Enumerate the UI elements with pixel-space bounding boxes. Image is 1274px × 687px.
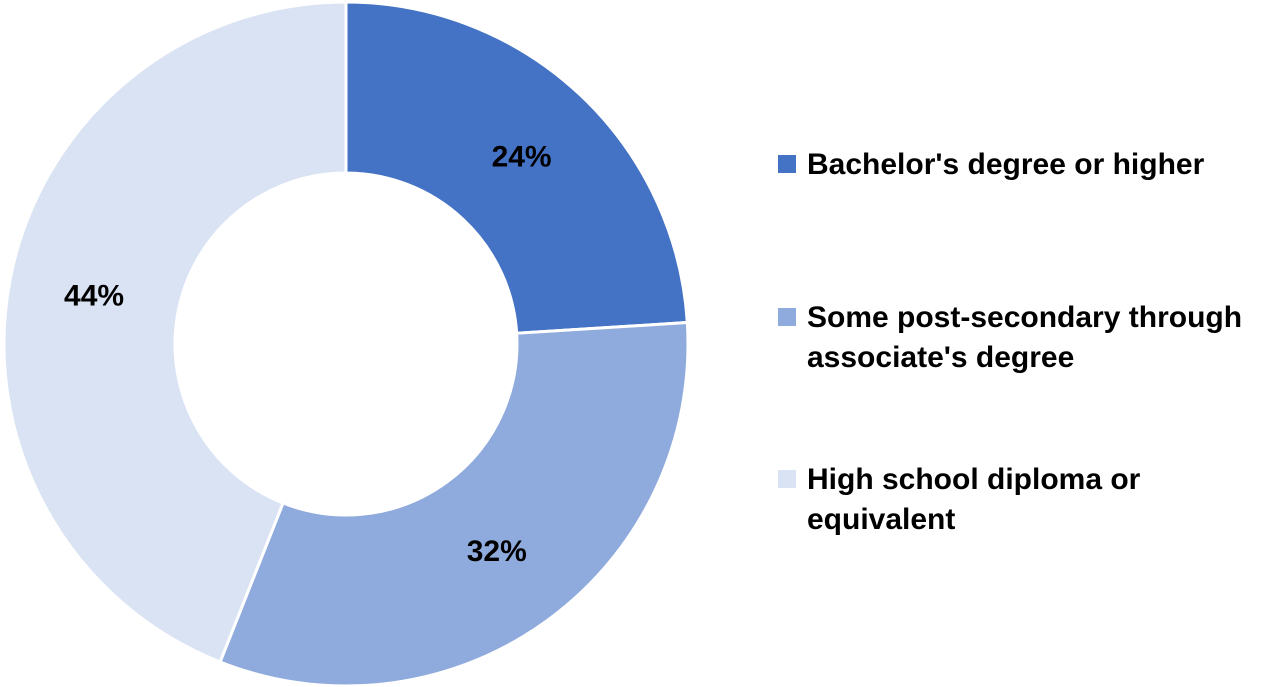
donut-slice-some-post-secondary: [218, 320, 690, 687]
donut-slice-high-school: [2, 0, 348, 664]
legend-item-some-post-secondary: Some post-secondary through associate's …: [778, 298, 1257, 378]
legend-swatch-bachelors: [778, 155, 796, 173]
legend-swatch-some-post-secondary: [778, 308, 796, 326]
legend-label-bachelors: Bachelor's degree or higher: [807, 148, 1205, 181]
legend-label-high-school: High school diploma or equivalent: [807, 460, 1257, 540]
data-label-high-school: 44%: [64, 279, 124, 312]
donut-data-labels: 24% 32% 44%: [64, 141, 552, 568]
data-label-some-post-secondary: 32%: [467, 535, 527, 568]
legend-label-some-post-secondary-line-1: Some post-secondary through: [807, 301, 1243, 334]
data-label-bachelors: 24%: [492, 141, 552, 174]
legend-label-high-school-line-1: High school diploma or: [807, 463, 1141, 496]
legend-label-high-school-line-2: equivalent: [807, 503, 956, 536]
legend-label-some-post-secondary: Some post-secondary through associate's …: [807, 298, 1257, 378]
donut-slice-bachelors: [344, 0, 689, 335]
legend-label-some-post-secondary-line-2: associate's degree: [807, 341, 1075, 374]
legend-swatch-high-school: [778, 470, 796, 488]
donut-slices: [2, 0, 690, 687]
legend-item-bachelors: Bachelor's degree or higher: [778, 145, 1257, 185]
legend-item-high-school: High school diploma or equivalent: [778, 460, 1257, 540]
